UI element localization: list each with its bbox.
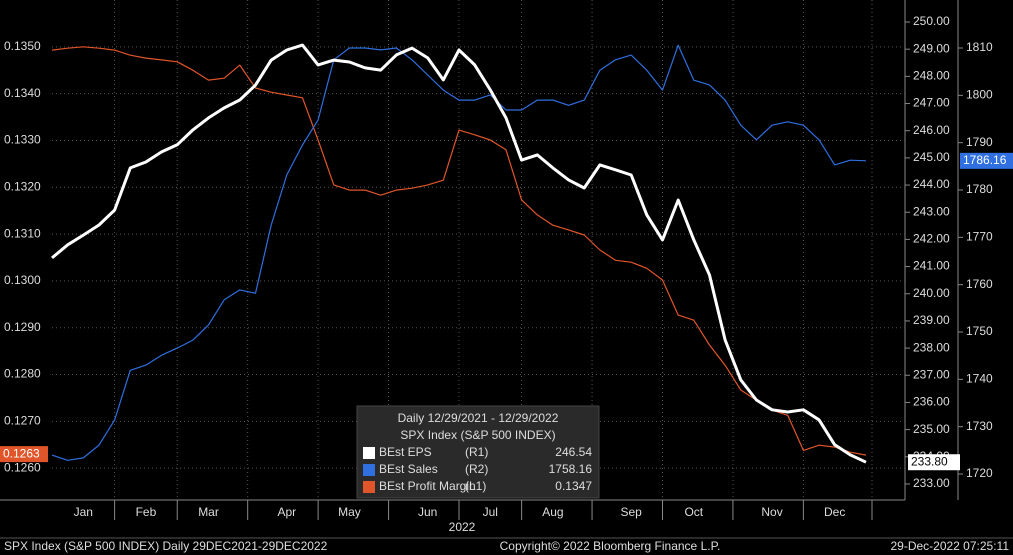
x-tick-label: Feb	[136, 505, 157, 519]
legend-label: BEst Profit Margin	[379, 479, 476, 493]
y2-tick-label: 241.00	[913, 259, 950, 273]
legend-value: 1758.16	[549, 462, 593, 476]
y3-tick-label: 1810	[966, 40, 993, 54]
y-tick-label: 0.1310	[4, 226, 41, 240]
y2-tick-label: 245.00	[913, 150, 950, 164]
y-tick-label: 0.1290	[4, 320, 41, 334]
y2-tick-label: 248.00	[913, 69, 950, 83]
y-tick-label: 0.1260	[4, 460, 41, 474]
y2-tick-label: 243.00	[913, 204, 950, 218]
footer-center: Copyright© 2022 Bloomberg Finance L.P.	[500, 539, 721, 553]
legend-label: BEst Sales	[379, 462, 438, 476]
y-tick-label: 0.1280	[4, 367, 41, 381]
legend-axis: (L1)	[465, 479, 486, 493]
y2-tick-label: 240.00	[913, 286, 950, 300]
y-tick-label: 0.1320	[4, 179, 41, 193]
y2-tick-label: 247.00	[913, 96, 950, 110]
y2-tick-label: 233.00	[913, 476, 950, 490]
y3-tick-label: 1760	[966, 277, 993, 291]
x-tick-label: Dec	[824, 505, 845, 519]
legend-swatch	[363, 481, 375, 493]
y3-tick-label: 1730	[966, 419, 993, 433]
legend-swatch	[363, 447, 375, 459]
y2-tick-label: 237.00	[913, 367, 950, 381]
legend-title: Daily 12/29/2021 - 12/29/2022	[398, 411, 559, 425]
y-tick-label: 0.1350	[4, 39, 41, 53]
value-tag	[908, 454, 960, 471]
x-tick-label: Jan	[74, 505, 93, 519]
footer-right: 29-Dec-2022 07:25:11	[890, 539, 1009, 553]
y2-tick-label: 244.00	[913, 177, 950, 191]
y2-tick-label: 238.00	[913, 340, 950, 354]
legend-value: 246.54	[555, 445, 592, 459]
y-tick-label: 0.1270	[4, 414, 41, 428]
x-tick-label: Nov	[761, 505, 782, 519]
value-tag	[960, 152, 1013, 169]
x-tick-label: Apr	[277, 505, 296, 519]
footer-left: SPX Index (S&P 500 INDEX) Daily 29DEC202…	[4, 539, 328, 553]
y2-tick-label: 250.00	[913, 14, 950, 28]
y3-tick-label: 1780	[966, 182, 993, 196]
y-tick-label: 0.1300	[4, 273, 41, 287]
y2-tick-label: 236.00	[913, 395, 950, 409]
x-tick-label: Aug	[542, 505, 563, 519]
value-tag	[0, 446, 48, 463]
y2-tick-label: 246.00	[913, 123, 950, 137]
y-tick-label: 0.1340	[4, 86, 41, 100]
y2-tick-label: 242.00	[913, 232, 950, 246]
y-tick-label: 0.1330	[4, 133, 41, 147]
legend-axis: (R2)	[465, 462, 488, 476]
series-line	[51, 46, 867, 456]
legend-swatch	[363, 464, 375, 476]
x-axis-label: 2022	[449, 520, 476, 534]
value-tag-label: 233.80	[911, 454, 948, 468]
x-tick-label: Mar	[198, 505, 219, 519]
x-tick-label: Jun	[418, 505, 437, 519]
series-line	[51, 44, 867, 461]
legend-value: 0.1347	[555, 479, 592, 493]
y3-tick-label: 1720	[966, 466, 993, 480]
y3-tick-label: 1750	[966, 324, 993, 338]
y3-tick-label: 1790	[966, 135, 993, 149]
x-tick-label: Jul	[483, 505, 498, 519]
legend-title: SPX Index (S&P 500 INDEX)	[400, 428, 555, 442]
value-tag-label: 1786.16	[963, 153, 1007, 167]
y2-tick-label: 239.00	[913, 313, 950, 327]
series-line	[51, 43, 867, 464]
y2-tick-label: 235.00	[913, 422, 950, 436]
y2-tick-label: 249.00	[913, 41, 950, 55]
legend-box	[356, 405, 600, 499]
y3-tick-label: 1800	[966, 88, 993, 102]
x-tick-label: Sep	[621, 505, 643, 519]
legend-axis: (R1)	[465, 445, 488, 459]
y3-tick-label: 1740	[966, 372, 993, 386]
x-tick-label: Oct	[684, 505, 703, 519]
x-tick-label: May	[338, 505, 361, 519]
y3-tick-label: 1770	[966, 230, 993, 244]
value-tag-label: 0.1263	[3, 446, 40, 460]
legend-label: BEst EPS	[379, 445, 432, 459]
